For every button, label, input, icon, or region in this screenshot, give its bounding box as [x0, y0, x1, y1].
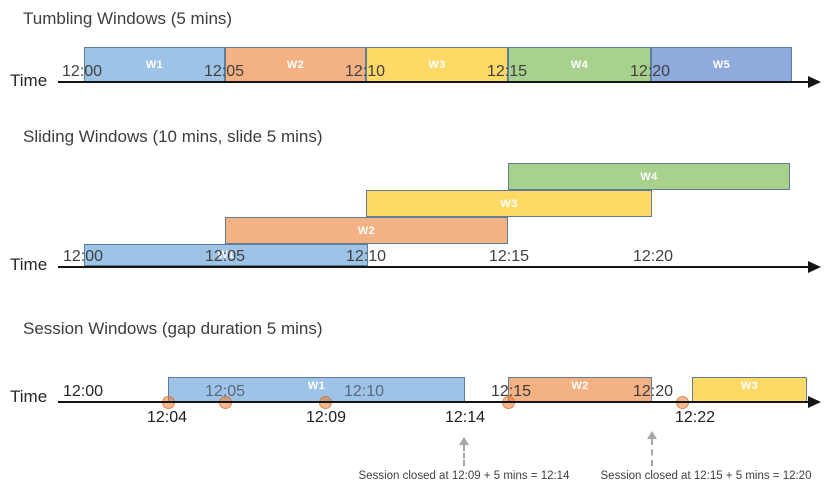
session-window-w3: W3 — [692, 377, 807, 402]
session-tick-12-20: 12:20 — [632, 383, 674, 400]
session-tick-12-00: 12:00 — [62, 383, 104, 400]
window-label: W1 — [307, 380, 326, 392]
session-tick-12-10: 12:10 — [343, 383, 385, 400]
tumbling-tick-12-00: 12:00 — [61, 63, 103, 80]
sliding-tick-12-15: 12:15 — [488, 248, 530, 265]
sliding-window-w3: W3 — [366, 190, 652, 217]
window-label: W3 — [428, 58, 446, 71]
closure-arrow-up-icon — [647, 431, 657, 439]
tumbling-time-axis — [58, 81, 808, 83]
session-event-time-12-14: 12:14 — [444, 409, 486, 426]
window-label: W2 — [571, 380, 589, 392]
sliding-tick-12-00: 12:00 — [62, 248, 104, 265]
sliding-axis-arrow-right-icon — [808, 261, 821, 273]
tumbling-tick-12-05: 12:05 — [203, 63, 245, 80]
window-label: W3 — [740, 380, 759, 392]
window-label: W2 — [357, 224, 376, 237]
window-label: W5 — [712, 58, 731, 71]
sliding-tick-12-05: 12:05 — [204, 248, 246, 265]
tumbling-tick-12-20: 12:20 — [629, 63, 671, 80]
session-tick-12-15: 12:15 — [490, 383, 532, 400]
closure-arrow-up-icon — [459, 437, 469, 445]
session-event-time-12-04: 12:04 — [146, 409, 188, 426]
tumbling-axis-arrow-right-icon — [808, 76, 821, 88]
sliding-time-axis — [58, 266, 808, 268]
session-closure-caption-2: Session closed at 12:15 + 5 mins = 12:20 — [600, 470, 812, 482]
session-event-time-12-09: 12:09 — [305, 409, 347, 426]
session-axis-arrow-right-icon — [808, 396, 821, 408]
window-label: W1 — [145, 58, 164, 71]
window-label: W4 — [640, 170, 658, 183]
sliding-tick-12-10: 12:10 — [345, 248, 387, 265]
sliding-window-w1: W1 — [84, 244, 368, 266]
sliding-time-axis-label: Time — [10, 255, 48, 274]
tumbling-window-w5: W5 — [651, 47, 792, 82]
session-event-time-12-22: 12:22 — [674, 409, 716, 426]
tumbling-section-title: Tumbling Windows (5 mins) — [23, 9, 233, 28]
tumbling-tick-12-15: 12:15 — [486, 63, 528, 80]
tumbling-tick-12-10: 12:10 — [344, 63, 386, 80]
window-label: W4 — [570, 58, 589, 71]
session-tick-12-05: 12:05 — [204, 383, 246, 400]
sliding-window-w2: W2 — [225, 217, 508, 244]
session-time-axis-label: Time — [10, 387, 48, 406]
closure-arrow-line — [463, 445, 465, 466]
sliding-window-w4: W4 — [508, 163, 790, 190]
session-time-axis — [58, 401, 808, 403]
session-window-w2: W2 — [508, 377, 652, 402]
tumbling-window-w3: W3 — [366, 47, 508, 82]
session-section-title: Session Windows (gap duration 5 mins) — [23, 319, 323, 338]
tumbling-window-w1: W1 — [84, 47, 225, 82]
session-closure-caption-1: Session closed at 12:09 + 5 mins = 12:14 — [358, 470, 570, 482]
closure-arrow-line — [651, 439, 653, 466]
window-label: W3 — [500, 197, 518, 210]
tumbling-time-axis-label: Time — [10, 71, 48, 90]
sliding-tick-12-20: 12:20 — [632, 248, 674, 265]
sliding-section-title: Sliding Windows (10 mins, slide 5 mins) — [23, 127, 323, 146]
window-label: W2 — [286, 58, 305, 71]
window-label: W1 — [217, 249, 235, 261]
